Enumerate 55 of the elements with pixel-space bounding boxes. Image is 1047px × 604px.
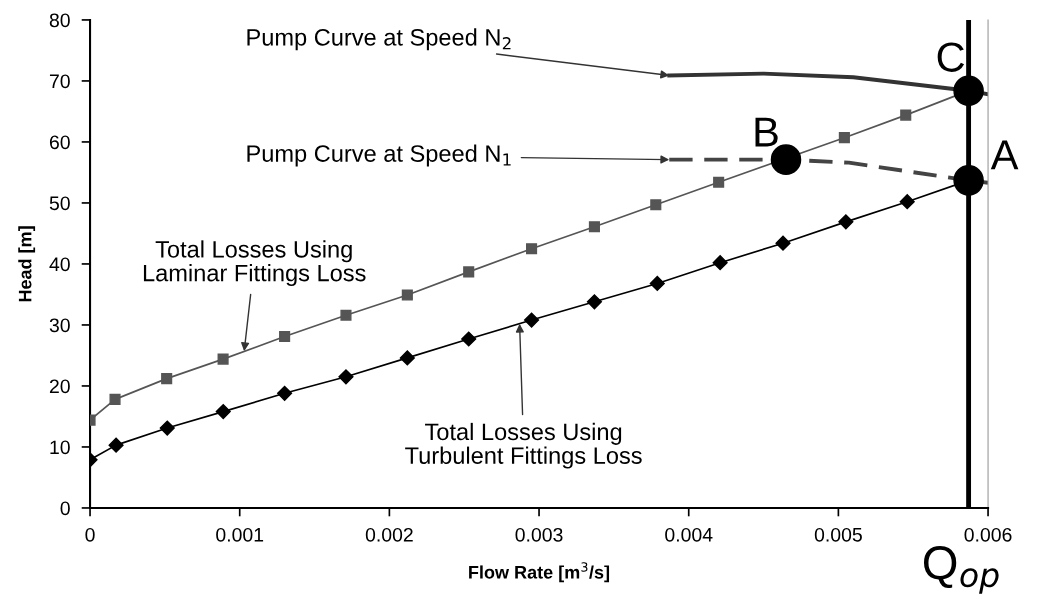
point <box>217 353 229 365</box>
point <box>399 350 415 366</box>
point <box>463 266 475 278</box>
x-tick-label: 0.005 <box>814 527 862 542</box>
point <box>277 385 293 401</box>
annotation: Total Losses Using Turbulent Fittings Loss <box>405 422 642 469</box>
point <box>108 437 124 453</box>
y-tick-label: 30 <box>49 318 70 333</box>
point <box>649 275 665 292</box>
point <box>159 420 175 436</box>
annotation: Pump Curve at Speed N$_{1}$ <box>247 144 511 167</box>
point <box>279 330 291 343</box>
point <box>953 75 984 106</box>
point <box>838 132 850 144</box>
y-tick-label: 0 <box>60 501 70 516</box>
y-tick-label: 10 <box>50 440 70 455</box>
y-tick-label: 60 <box>49 135 70 150</box>
point <box>838 214 854 230</box>
point <box>215 404 231 420</box>
annotation: Pump Curve at Speed N$_{2}$ <box>247 28 511 51</box>
y-tick-label: 20 <box>49 379 70 394</box>
point <box>523 312 540 328</box>
annotation: Total Losses Using Laminar Fittings Loss <box>143 240 366 287</box>
point <box>953 165 984 196</box>
point <box>338 369 354 385</box>
point <box>713 176 725 188</box>
point <box>650 199 662 211</box>
point <box>588 221 600 233</box>
y-tick-label: 70 <box>49 74 70 89</box>
point <box>340 309 352 321</box>
point <box>775 235 791 251</box>
y-tick-label: 80 <box>49 13 70 28</box>
x-tick-label: 0.003 <box>515 527 563 542</box>
point <box>109 393 121 405</box>
point <box>586 294 602 310</box>
x-tick-label: 0.001 <box>216 527 264 542</box>
x-tick-label: 0 <box>85 527 95 542</box>
x-tick-label: 0.006 <box>964 527 1012 542</box>
x-tick-label: 0.004 <box>665 527 713 542</box>
data-label: A <box>990 140 1019 170</box>
data-label: B <box>755 117 778 147</box>
point <box>899 194 915 210</box>
ref-line-label: Q$_{op}$ <box>923 546 999 594</box>
point <box>526 243 538 255</box>
data-label: C <box>937 42 965 72</box>
point <box>401 289 413 301</box>
point <box>461 331 477 347</box>
point <box>712 255 728 271</box>
y-tick-label: 50 <box>49 196 70 211</box>
x-axis-title: Flow Rate [m$^{3}$/s] <box>469 562 610 583</box>
point <box>161 373 173 385</box>
y-axis-title: Head [m] <box>18 226 36 302</box>
point <box>900 109 912 121</box>
y-tick-label: 40 <box>49 257 70 272</box>
x-tick-label: 0.002 <box>365 527 413 542</box>
